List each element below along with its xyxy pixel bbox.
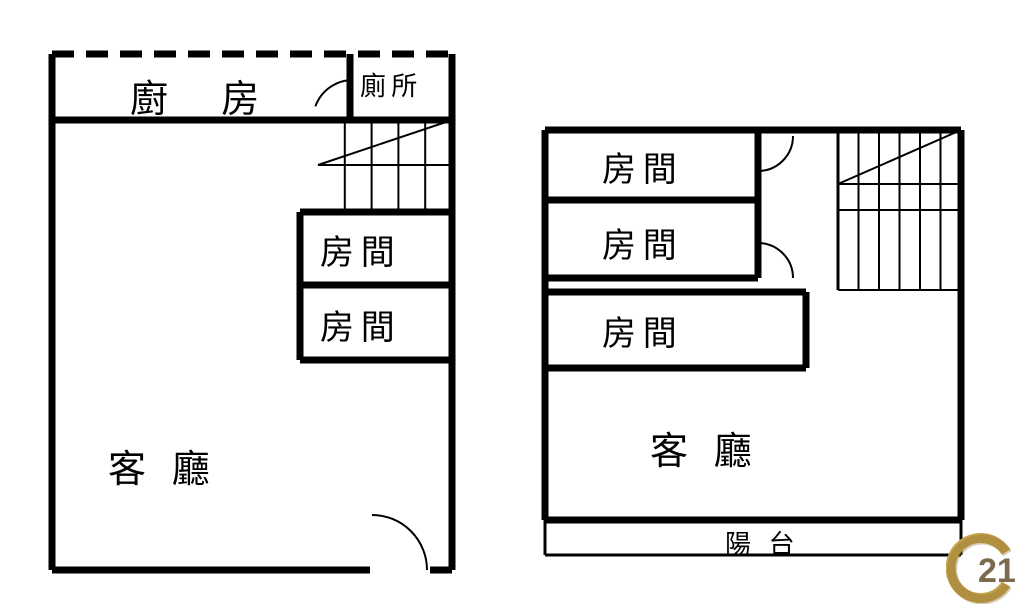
- label-kitchen: 廚 房: [130, 68, 267, 123]
- label-living-f2: 客 廳: [650, 420, 759, 475]
- label-living-f1: 客 廳: [108, 438, 217, 493]
- label-balcony: 陽 台: [725, 524, 800, 561]
- label-room3-f2: 房間: [602, 306, 684, 355]
- floorplan-canvas: 廚 房 廁所 房間 房間 客 廳 房間 房間 房間 客 廳 陽 台 21: [0, 0, 1024, 610]
- logo-text: 21: [978, 552, 1016, 590]
- label-room2-f2: 房間: [602, 218, 684, 267]
- century21-logo: 21: [946, 532, 1018, 604]
- label-room1-f1: 房間: [320, 225, 402, 274]
- label-room2-f1: 房間: [320, 300, 402, 349]
- label-room1-f2: 房間: [602, 142, 684, 191]
- label-wc: 廁所: [360, 66, 422, 103]
